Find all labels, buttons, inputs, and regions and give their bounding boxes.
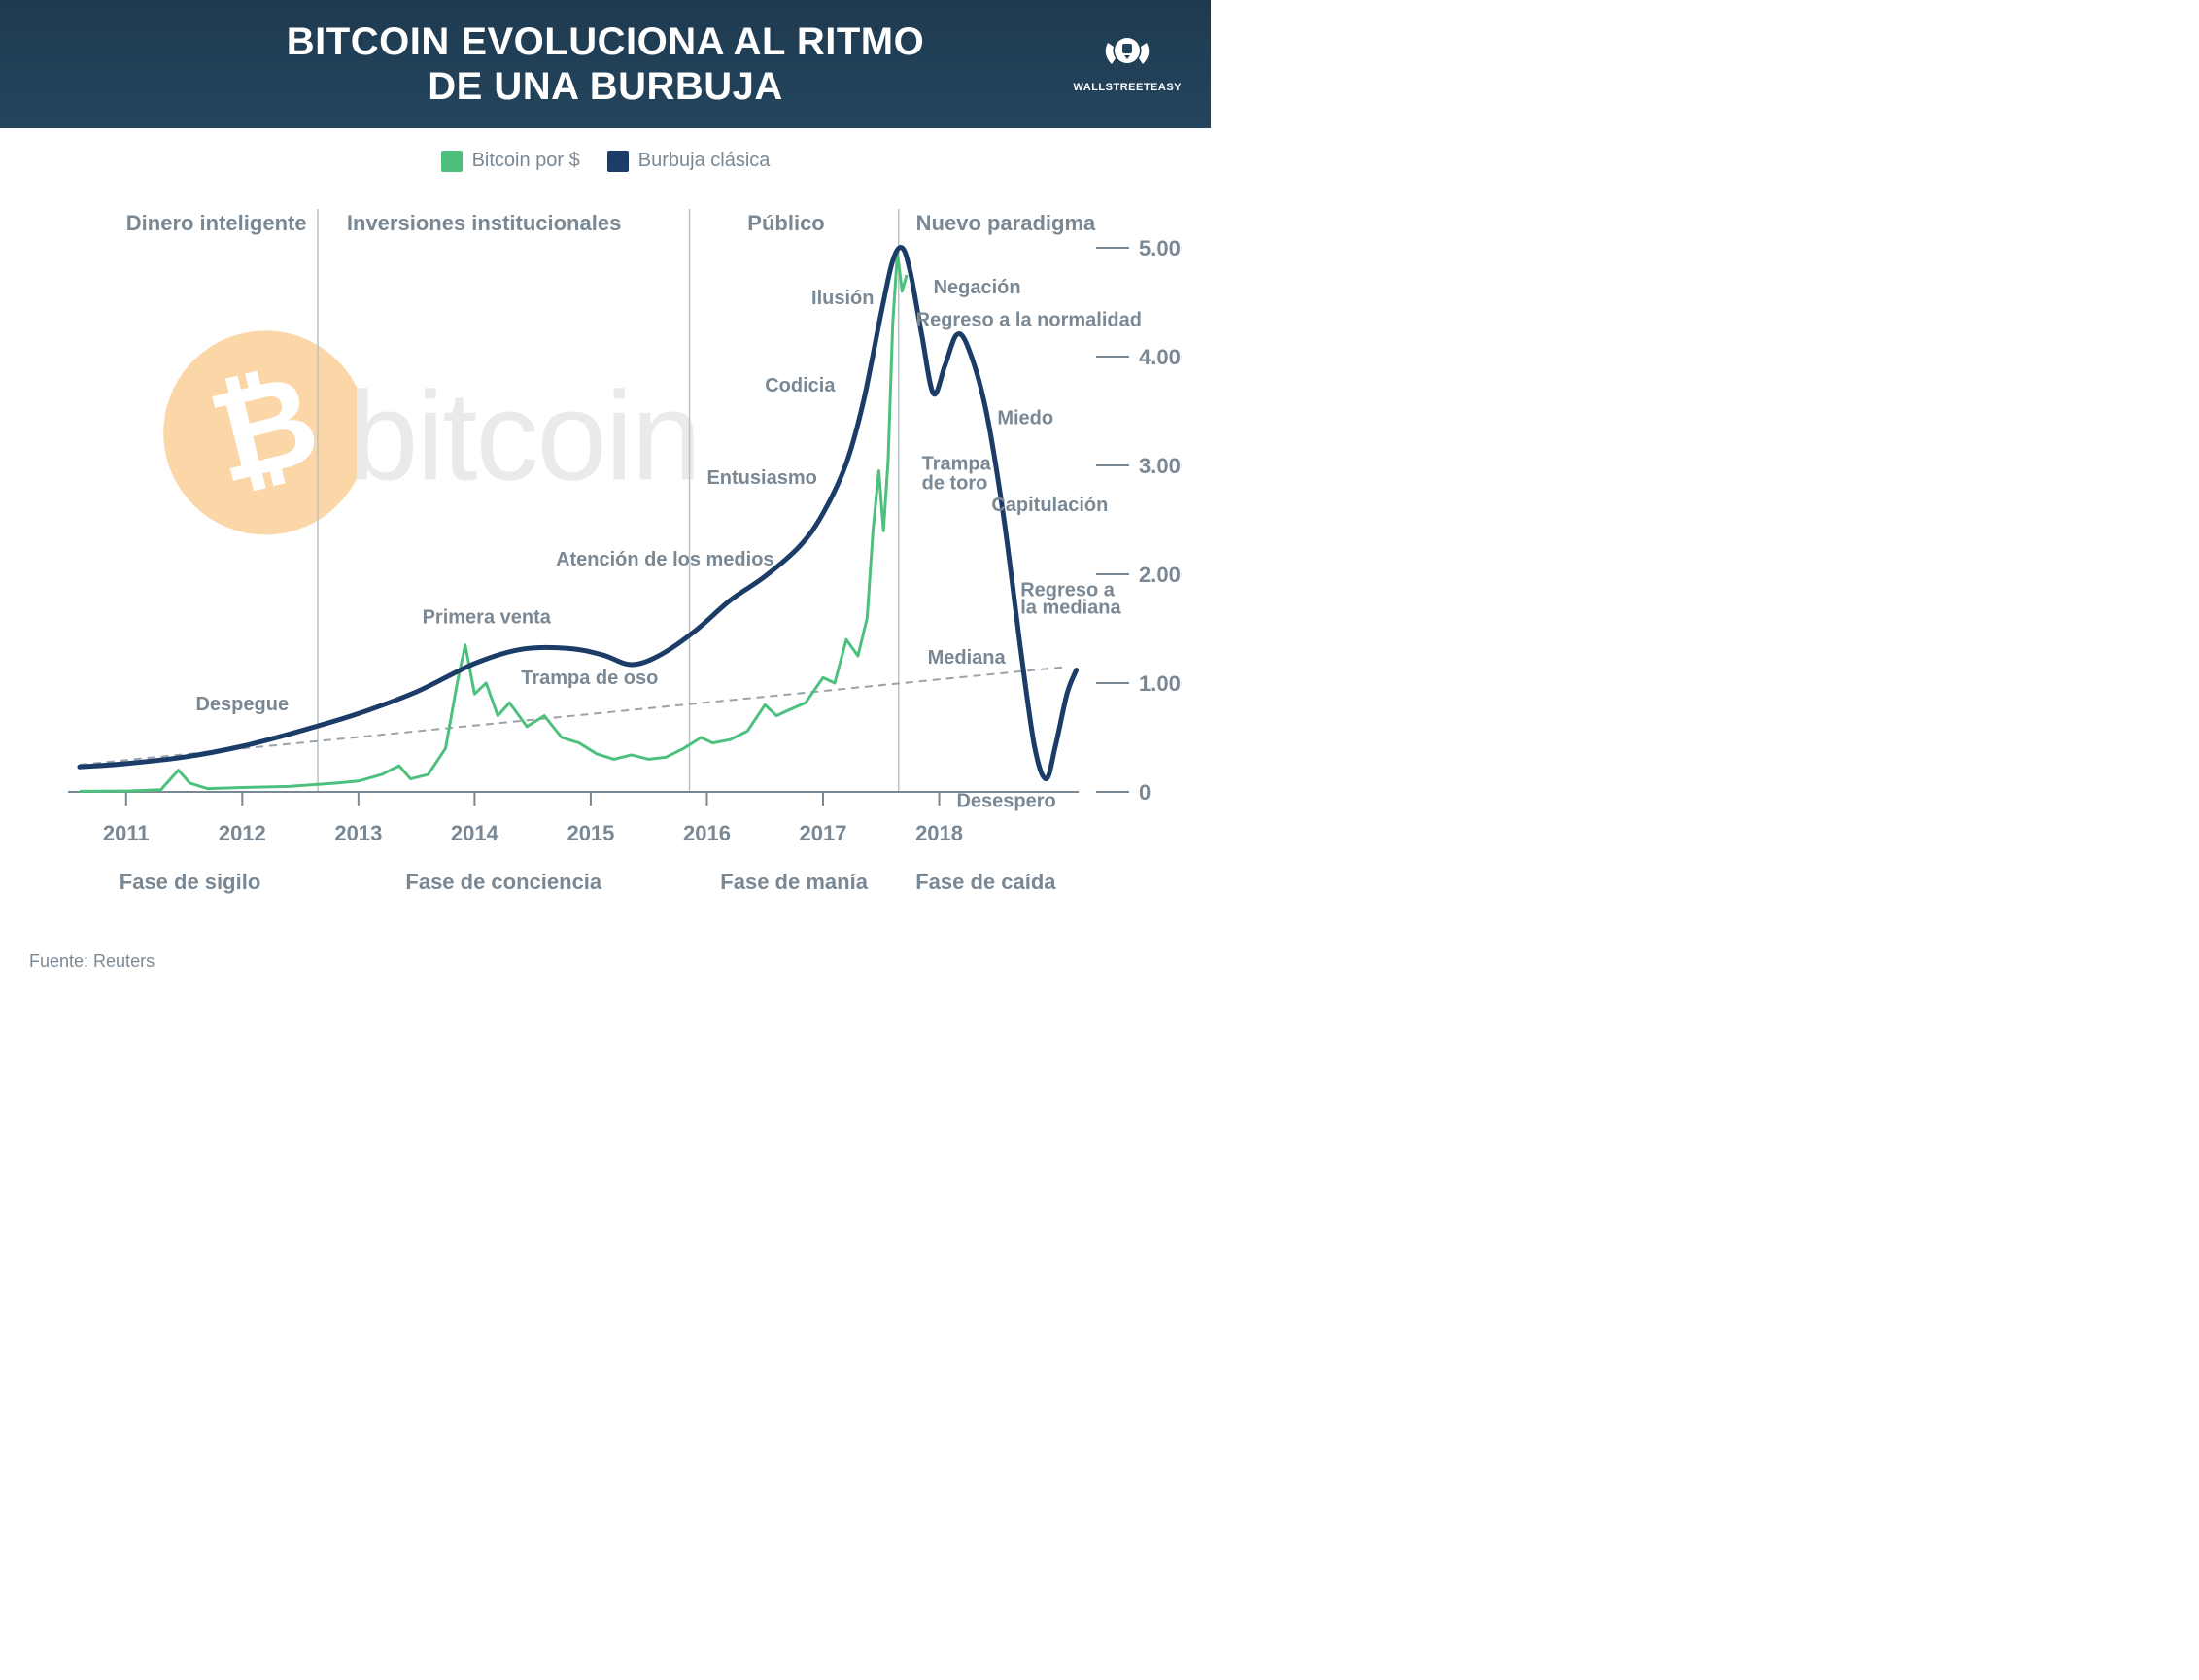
phase-header: Dinero inteligente <box>126 211 307 235</box>
chart-annotation: la mediana <box>1020 597 1121 618</box>
page-title: BITCOIN EVOLUCIONA AL RITMO DE UNA BURBU… <box>29 19 1182 109</box>
y-tick-label: 2.000 <box>1139 563 1182 587</box>
chart-annotation: Capitulación <box>991 495 1108 516</box>
chart-annotation: Codicia <box>765 375 836 396</box>
x-tick-label: 2011 <box>103 821 150 845</box>
phase-header: Público <box>747 211 824 235</box>
chart-svg: ₿bitcoinDinero inteligenteInversiones in… <box>29 189 1182 928</box>
chart-annotation: Negación <box>934 277 1021 298</box>
phase-header: Nuevo paradigma <box>916 211 1096 235</box>
chart-annotation: Despegue <box>195 694 289 715</box>
chart-annotation: Ilusión <box>811 288 874 309</box>
brand-logo: WALLSTREETEASY <box>1073 35 1182 93</box>
phase-footer: Fase de caída <box>915 870 1056 894</box>
chart-annotation: de toro <box>922 473 988 495</box>
chart-annotation: Trampa <box>922 453 992 474</box>
legend-item-bubble: Burbuja clásica <box>607 150 771 172</box>
x-tick-label: 2018 <box>915 821 963 845</box>
legend-swatch-bitcoin <box>441 151 463 172</box>
bull-icon <box>1100 35 1154 78</box>
x-tick-label: 2012 <box>219 821 266 845</box>
x-tick-label: 2016 <box>683 821 731 845</box>
x-tick-label: 2013 <box>334 821 382 845</box>
chart-area: ₿bitcoinDinero inteligenteInversiones in… <box>0 180 1211 947</box>
legend-label-bitcoin: Bitcoin por $ <box>472 150 580 172</box>
source-text: Fuente: Reuters <box>29 951 155 971</box>
chart-annotation: Atención de los medios <box>556 549 773 570</box>
chart-annotation: Primera venta <box>423 606 552 628</box>
brand-name: WALLSTREETEASY <box>1073 82 1182 93</box>
y-tick-label: 0 <box>1139 780 1151 805</box>
phase-header: Inversiones institucionales <box>347 211 621 235</box>
phase-footer: Fase de conciencia <box>405 870 602 894</box>
phase-footer: Fase de sigilo <box>120 870 261 894</box>
y-tick-label: 3.000 <box>1139 454 1182 478</box>
x-tick-label: 2014 <box>451 821 499 845</box>
legend-swatch-bubble <box>607 151 629 172</box>
legend-label-bubble: Burbuja clásica <box>638 150 771 172</box>
header: BITCOIN EVOLUCIONA AL RITMO DE UNA BURBU… <box>0 0 1211 128</box>
bitcoin-watermark-text: bitcoin <box>348 364 700 506</box>
chart-annotation: Mediana <box>928 647 1007 669</box>
source-footer: Fuente: Reuters <box>0 947 1211 999</box>
x-tick-label: 2017 <box>800 821 847 845</box>
chart-annotation: Regreso a la normalidad <box>916 310 1142 331</box>
y-tick-label: 5.000 <box>1139 236 1182 260</box>
chart-annotation: Miedo <box>997 407 1053 429</box>
legend: Bitcoin por $ Burbuja clásica <box>0 128 1211 180</box>
title-line-2: DE UNA BURBUJA <box>428 65 783 108</box>
chart-annotation: Desespero <box>956 791 1055 812</box>
legend-item-bitcoin: Bitcoin por $ <box>441 150 580 172</box>
infographic: BITCOIN EVOLUCIONA AL RITMO DE UNA BURBU… <box>0 0 1211 999</box>
chart-annotation: Trampa de oso <box>521 668 658 689</box>
y-tick-label: 4.000 <box>1139 345 1182 369</box>
phase-footer: Fase de manía <box>720 870 868 894</box>
title-line-1: BITCOIN EVOLUCIONA AL RITMO <box>287 20 924 63</box>
x-tick-label: 2015 <box>567 821 614 845</box>
y-tick-label: 1.000 <box>1139 671 1182 696</box>
chart-annotation: Entusiasmo <box>706 467 816 489</box>
